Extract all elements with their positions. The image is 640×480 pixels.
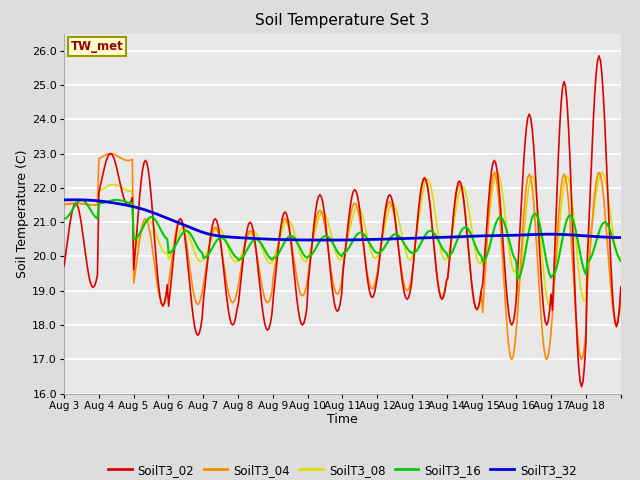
SoilT3_04: [60, 202, 68, 207]
SoilT3_16: [60, 216, 68, 222]
SoilT3_16: [348, 240, 356, 246]
SoilT3_08: [97, 187, 104, 193]
Line: SoilT3_04: SoilT3_04: [64, 154, 621, 360]
SoilT3_04: [508, 357, 516, 362]
Title: Soil Temperature Set 3: Soil Temperature Set 3: [255, 13, 429, 28]
Line: SoilT3_32: SoilT3_32: [64, 200, 621, 240]
SoilT3_04: [616, 311, 623, 316]
SoilT3_02: [540, 308, 548, 314]
SoilT3_04: [107, 151, 115, 156]
SoilT3_32: [322, 237, 330, 243]
SoilT3_08: [616, 255, 623, 261]
SoilT3_16: [616, 256, 623, 262]
SoilT3_02: [79, 231, 87, 237]
SoilT3_16: [77, 197, 85, 203]
SoilT3_08: [493, 169, 501, 175]
SoilT3_02: [346, 203, 354, 208]
SoilT3_08: [546, 303, 554, 309]
Line: SoilT3_02: SoilT3_02: [64, 56, 621, 387]
SoilT3_16: [514, 276, 522, 282]
SoilT3_08: [79, 201, 87, 206]
SoilT3_16: [617, 258, 625, 264]
SoilT3_04: [348, 206, 356, 212]
SoilT3_08: [60, 202, 68, 208]
SoilT3_02: [60, 264, 68, 269]
SoilT3_04: [458, 190, 466, 196]
SoilT3_04: [79, 201, 87, 207]
SoilT3_32: [60, 197, 68, 203]
SoilT3_02: [97, 183, 104, 189]
X-axis label: Time: Time: [327, 413, 358, 426]
SoilT3_02: [457, 180, 465, 186]
Line: SoilT3_08: SoilT3_08: [64, 172, 621, 306]
SoilT3_02: [616, 306, 623, 312]
Legend: SoilT3_02, SoilT3_04, SoilT3_08, SoilT3_16, SoilT3_32: SoilT3_02, SoilT3_04, SoilT3_08, SoilT3_…: [104, 459, 581, 480]
Text: TW_met: TW_met: [70, 40, 124, 53]
SoilT3_04: [543, 357, 550, 362]
SoilT3_32: [543, 231, 550, 237]
SoilT3_02: [617, 284, 625, 290]
SoilT3_16: [98, 200, 106, 206]
Y-axis label: Soil Temperature (C): Soil Temperature (C): [17, 149, 29, 278]
SoilT3_32: [81, 197, 88, 203]
SoilT3_16: [543, 260, 550, 265]
SoilT3_32: [616, 235, 623, 240]
SoilT3_32: [460, 234, 468, 240]
SoilT3_08: [541, 284, 549, 290]
SoilT3_16: [81, 198, 88, 204]
SoilT3_32: [98, 198, 106, 204]
SoilT3_32: [69, 197, 77, 203]
SoilT3_08: [457, 185, 465, 191]
Line: SoilT3_16: SoilT3_16: [64, 200, 621, 279]
SoilT3_04: [97, 155, 104, 161]
SoilT3_32: [617, 235, 625, 240]
SoilT3_16: [458, 227, 466, 232]
SoilT3_08: [617, 254, 625, 260]
SoilT3_04: [617, 299, 625, 304]
SoilT3_32: [349, 237, 357, 243]
SoilT3_02: [578, 384, 586, 390]
SoilT3_08: [346, 223, 354, 228]
SoilT3_02: [595, 53, 603, 59]
